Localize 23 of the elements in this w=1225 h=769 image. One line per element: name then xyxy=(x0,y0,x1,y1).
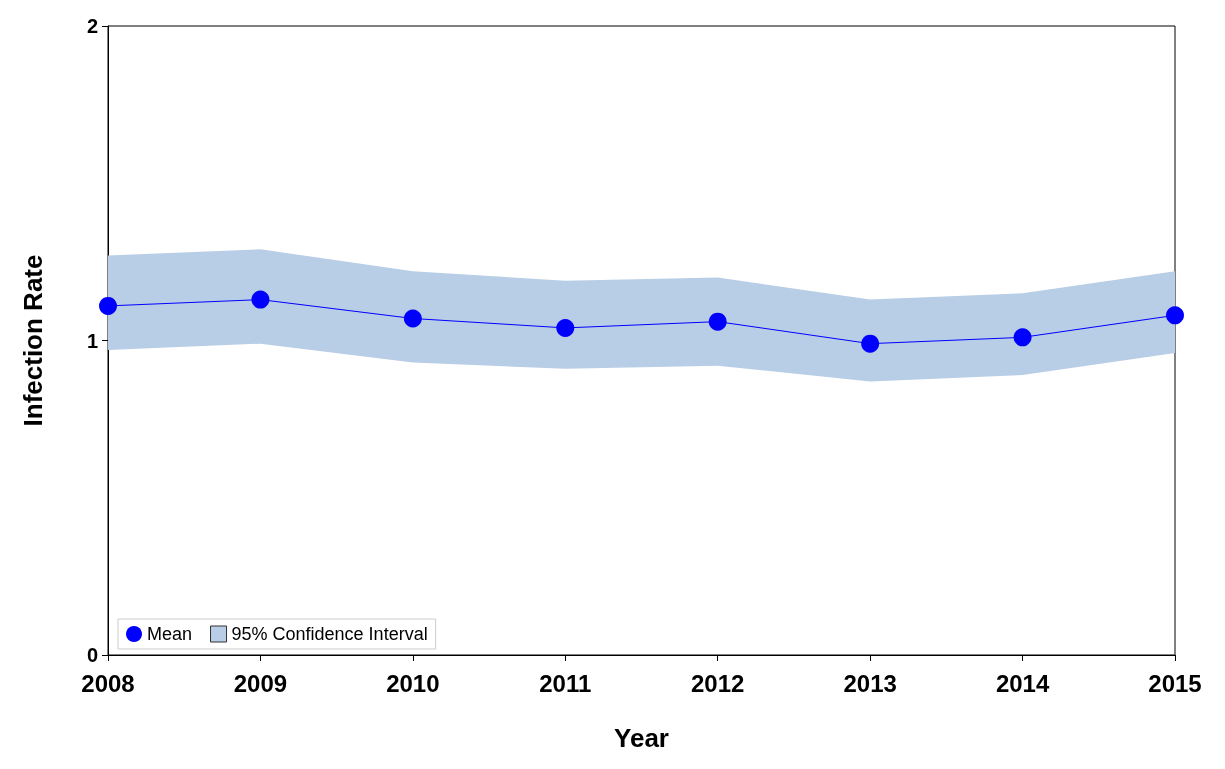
x-tick-label: 2008 xyxy=(81,669,135,697)
y-tick-label: 2 xyxy=(86,15,98,37)
y-axis-title: Infection Rate xyxy=(18,254,48,427)
point xyxy=(403,309,422,328)
point xyxy=(861,334,880,353)
x-tick-label: 2011 xyxy=(539,669,592,697)
point xyxy=(1013,328,1032,347)
point xyxy=(708,312,727,331)
point xyxy=(99,296,117,315)
x-tick-label: 2010 xyxy=(386,669,440,697)
x-tick-label: 2009 xyxy=(233,669,288,697)
x-axis-title: Year xyxy=(614,723,669,753)
x-tick-label: 2014 xyxy=(995,669,1050,697)
y-tick-label: 0 xyxy=(86,644,98,666)
x-tick-label: 2012 xyxy=(691,669,745,697)
point xyxy=(556,318,575,337)
x-tick-label: 2013 xyxy=(843,669,897,697)
y-tick-label: 1 xyxy=(86,329,98,352)
x-tick-label: 2015 xyxy=(1148,669,1202,697)
point xyxy=(1166,306,1184,325)
legend-label: 95% Confidence Interval xyxy=(231,624,428,644)
point xyxy=(251,290,270,309)
legend-label: Mean xyxy=(147,624,193,644)
